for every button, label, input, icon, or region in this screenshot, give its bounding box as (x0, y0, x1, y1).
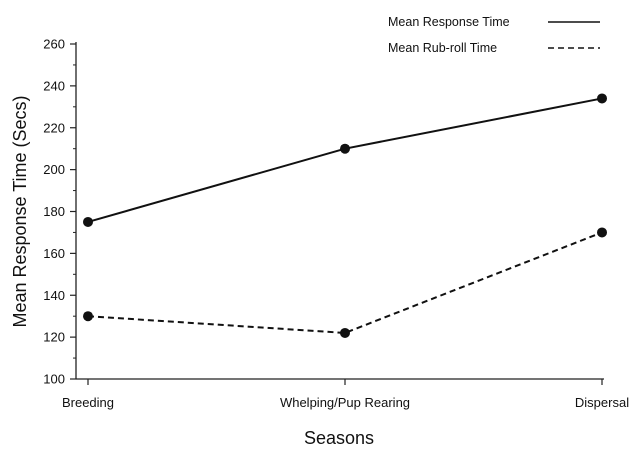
series-line-0 (87, 97, 603, 223)
x-axis-title: Seasons (304, 428, 374, 448)
data-point (340, 327, 350, 338)
x-axis-ticks: Breeding Whelping/Pup Rearing Dispersal (62, 379, 629, 410)
data-point (83, 311, 93, 322)
y-axis-ticks: 100 120 140 160 180 200 220 240 260 (43, 37, 76, 387)
y-tick-label: 180 (43, 204, 65, 219)
series-layer (83, 93, 607, 338)
x-tick-label: Whelping/Pup Rearing (280, 395, 410, 410)
data-point (340, 143, 350, 154)
data-point (83, 216, 93, 227)
legend-label-mean-rub-roll-time: Mean Rub-roll Time (388, 41, 497, 55)
data-point (597, 93, 607, 104)
series-line-1 (87, 231, 603, 334)
y-tick-label: 160 (43, 246, 65, 261)
y-tick-label: 120 (43, 330, 65, 345)
y-tick-label: 140 (43, 288, 65, 303)
x-tick-label: Breeding (62, 395, 114, 410)
y-tick-label: 100 (43, 372, 65, 387)
y-tick-label: 260 (43, 37, 65, 52)
legend-label-mean-response-time: Mean Response Time (388, 15, 510, 29)
data-point (597, 227, 607, 238)
y-tick-label: 200 (43, 162, 65, 177)
x-tick-label: Dispersal (575, 395, 629, 410)
y-tick-label: 220 (43, 120, 65, 135)
y-axis-title: Mean Response Time (Secs) (10, 95, 30, 327)
axes (75, 42, 604, 380)
y-tick-label: 240 (43, 78, 65, 93)
legend: Mean Response Time Mean Rub-roll Time (388, 15, 600, 55)
